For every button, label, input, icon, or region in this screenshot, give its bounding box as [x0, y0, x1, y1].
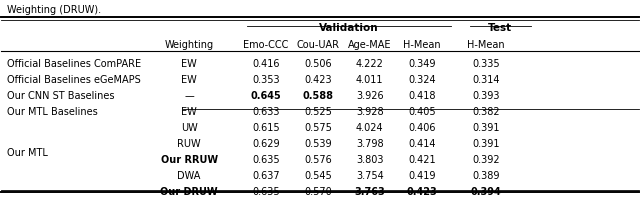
Text: 3.928: 3.928: [356, 107, 383, 117]
Text: Official Baselines ComPARE: Official Baselines ComPARE: [7, 59, 141, 69]
Text: 4.011: 4.011: [356, 75, 383, 85]
Text: Age-MAE: Age-MAE: [348, 40, 392, 50]
Text: 0.335: 0.335: [472, 59, 500, 69]
Text: 0.391: 0.391: [472, 123, 500, 133]
Text: 0.392: 0.392: [472, 155, 500, 165]
Text: EW: EW: [181, 59, 197, 69]
Text: Emo-CCC: Emo-CCC: [243, 40, 289, 50]
Text: Weighting (DRUW).: Weighting (DRUW).: [7, 5, 101, 15]
Text: 0.423: 0.423: [304, 75, 332, 85]
Text: 0.637: 0.637: [252, 171, 280, 181]
Text: 0.391: 0.391: [472, 139, 500, 149]
Text: 0.645: 0.645: [250, 91, 281, 101]
Text: Our MTL Baselines: Our MTL Baselines: [7, 107, 98, 117]
Text: 0.419: 0.419: [408, 171, 436, 181]
Text: Our MTL: Our MTL: [7, 148, 48, 158]
Text: 0.525: 0.525: [304, 107, 332, 117]
Text: 0.394: 0.394: [470, 187, 501, 197]
Text: UW: UW: [180, 123, 198, 133]
Text: 0.382: 0.382: [472, 107, 500, 117]
Text: 0.353: 0.353: [252, 75, 280, 85]
Text: 0.349: 0.349: [408, 59, 436, 69]
Text: Test: Test: [488, 23, 513, 33]
Text: H-Mean: H-Mean: [467, 40, 505, 50]
Text: 0.635: 0.635: [252, 187, 280, 197]
Text: Our RRUW: Our RRUW: [161, 155, 218, 165]
Text: 0.389: 0.389: [472, 171, 500, 181]
Text: EW: EW: [181, 107, 197, 117]
Text: 4.024: 4.024: [356, 123, 383, 133]
Text: 3.763: 3.763: [355, 187, 385, 197]
Text: 0.416: 0.416: [252, 59, 280, 69]
Text: Our CNN ST Baselines: Our CNN ST Baselines: [7, 91, 115, 101]
Text: 0.570: 0.570: [304, 187, 332, 197]
Text: RUW: RUW: [177, 139, 201, 149]
Text: 0.588: 0.588: [303, 91, 333, 101]
Text: 0.635: 0.635: [252, 155, 280, 165]
Text: 0.545: 0.545: [304, 171, 332, 181]
Text: H-Mean: H-Mean: [403, 40, 441, 50]
Text: 0.633: 0.633: [252, 107, 280, 117]
Text: 3.803: 3.803: [356, 155, 383, 165]
Text: 0.406: 0.406: [408, 123, 436, 133]
Text: Our DRUW: Our DRUW: [160, 187, 218, 197]
Text: 0.421: 0.421: [408, 155, 436, 165]
Text: 0.414: 0.414: [408, 139, 436, 149]
Text: 0.575: 0.575: [304, 123, 332, 133]
Text: Weighting: Weighting: [164, 40, 214, 50]
Text: 0.506: 0.506: [304, 59, 332, 69]
Text: 0.539: 0.539: [304, 139, 332, 149]
Text: 0.629: 0.629: [252, 139, 280, 149]
Text: 0.576: 0.576: [304, 155, 332, 165]
Text: 0.405: 0.405: [408, 107, 436, 117]
Text: Validation: Validation: [319, 23, 378, 33]
Text: 0.393: 0.393: [472, 91, 500, 101]
Text: Cou-UAR: Cou-UAR: [296, 40, 340, 50]
Text: DWA: DWA: [177, 171, 201, 181]
Text: 0.418: 0.418: [408, 91, 436, 101]
Text: 3.798: 3.798: [356, 139, 383, 149]
Text: 0.615: 0.615: [252, 123, 280, 133]
Text: —: —: [184, 91, 194, 101]
Text: EW: EW: [181, 75, 197, 85]
Text: 3.754: 3.754: [356, 171, 384, 181]
Text: 4.222: 4.222: [356, 59, 384, 69]
Text: 0.423: 0.423: [407, 187, 438, 197]
Text: Official Baselines eGeMAPS: Official Baselines eGeMAPS: [7, 75, 141, 85]
Text: 3.926: 3.926: [356, 91, 383, 101]
Text: 0.314: 0.314: [472, 75, 500, 85]
Text: 0.324: 0.324: [408, 75, 436, 85]
